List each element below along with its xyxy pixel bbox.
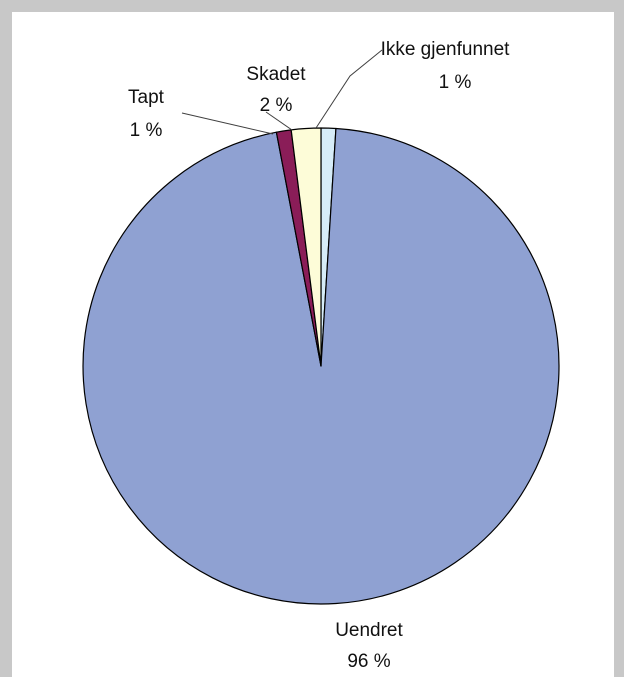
pie-slices <box>82 127 560 605</box>
leader-line-ikke-gjenfunnet <box>315 49 383 129</box>
leader-lines <box>181 49 383 135</box>
slice-labels: Ikke gjenfunnet 1 % Skadet 2 % Tapt 1 % … <box>128 39 510 672</box>
label-uendret-name: Uendret <box>335 620 403 641</box>
label-tapt-name: Tapt <box>128 87 165 108</box>
leader-line-skadet <box>265 111 293 131</box>
label-tapt-value: 1 % <box>130 120 163 141</box>
label-skadet-value: 2 % <box>260 95 293 116</box>
leader-line-tapt <box>181 112 274 135</box>
label-ikke-gjenfunnet-value: 1 % <box>439 72 472 93</box>
label-skadet-name: Skadet <box>246 64 306 85</box>
label-uendret-value: 96 % <box>347 651 390 672</box>
label-ikke-gjenfunnet-name: Ikke gjenfunnet <box>381 39 511 60</box>
